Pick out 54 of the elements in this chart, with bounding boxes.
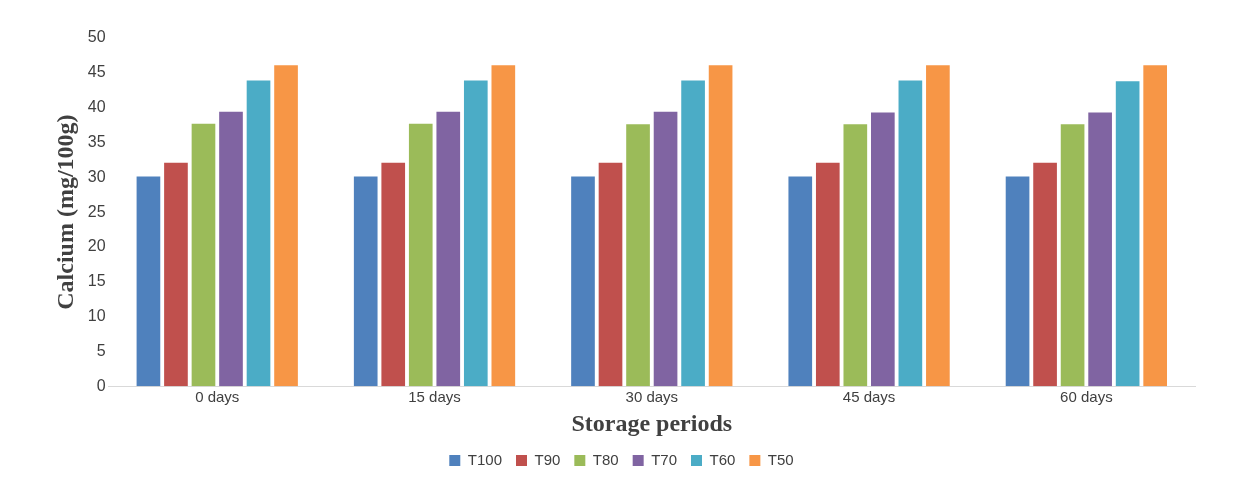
y-axis-title: Calcium (mg/100g) [51, 114, 78, 310]
bar [1115, 81, 1140, 387]
bar [1033, 162, 1057, 387]
y-tick-label: 5 [96, 341, 106, 359]
bar [843, 124, 868, 387]
bar [219, 111, 243, 387]
bar [463, 80, 488, 387]
x-tick-label: 0 days [195, 388, 240, 406]
legend-label: T80 [592, 450, 619, 468]
bar [788, 176, 813, 387]
legend-label: T60 [709, 450, 736, 468]
x-axis-title: Storage periods [571, 409, 733, 436]
bar [898, 80, 923, 387]
x-tick-label: 45 days [842, 388, 896, 406]
bar [871, 112, 895, 387]
bar [136, 176, 161, 387]
bar [408, 123, 433, 387]
y-tick-label: 50 [87, 28, 106, 46]
bar [491, 65, 516, 387]
y-tick-label: 20 [87, 237, 106, 255]
bar [274, 65, 298, 387]
legend-label: T100 [467, 450, 502, 468]
bar [381, 162, 406, 387]
y-tick-label: 45 [87, 63, 106, 81]
y-tick-label: 10 [87, 306, 106, 324]
bar [353, 176, 378, 387]
legend-label: T70 [651, 450, 678, 468]
legend-label: T90 [534, 450, 561, 468]
y-tick-label: 35 [87, 132, 106, 150]
bar [1143, 65, 1167, 387]
y-tick-label: 15 [87, 272, 106, 290]
bar [1060, 124, 1085, 387]
bar [164, 162, 188, 387]
bar [571, 176, 595, 387]
y-tick-label: 30 [87, 167, 106, 185]
bar [598, 162, 623, 387]
y-tick-label: 25 [87, 202, 106, 220]
bar [626, 124, 650, 387]
bar [246, 80, 271, 387]
y-tick-label: 40 [87, 98, 106, 116]
bar [815, 162, 840, 387]
legend-label: T50 [767, 450, 794, 468]
bar [681, 80, 705, 387]
bar [1005, 176, 1030, 387]
y-tick-label: 0 [96, 376, 106, 394]
x-tick-label: 15 days [408, 388, 461, 406]
bar [436, 111, 461, 387]
bar [653, 111, 678, 387]
bar [1088, 112, 1112, 387]
bar [708, 65, 733, 387]
bar [926, 65, 950, 387]
bar [191, 123, 216, 387]
x-tick-label: 60 days [1060, 388, 1113, 406]
x-tick-label: 30 days [625, 388, 679, 406]
